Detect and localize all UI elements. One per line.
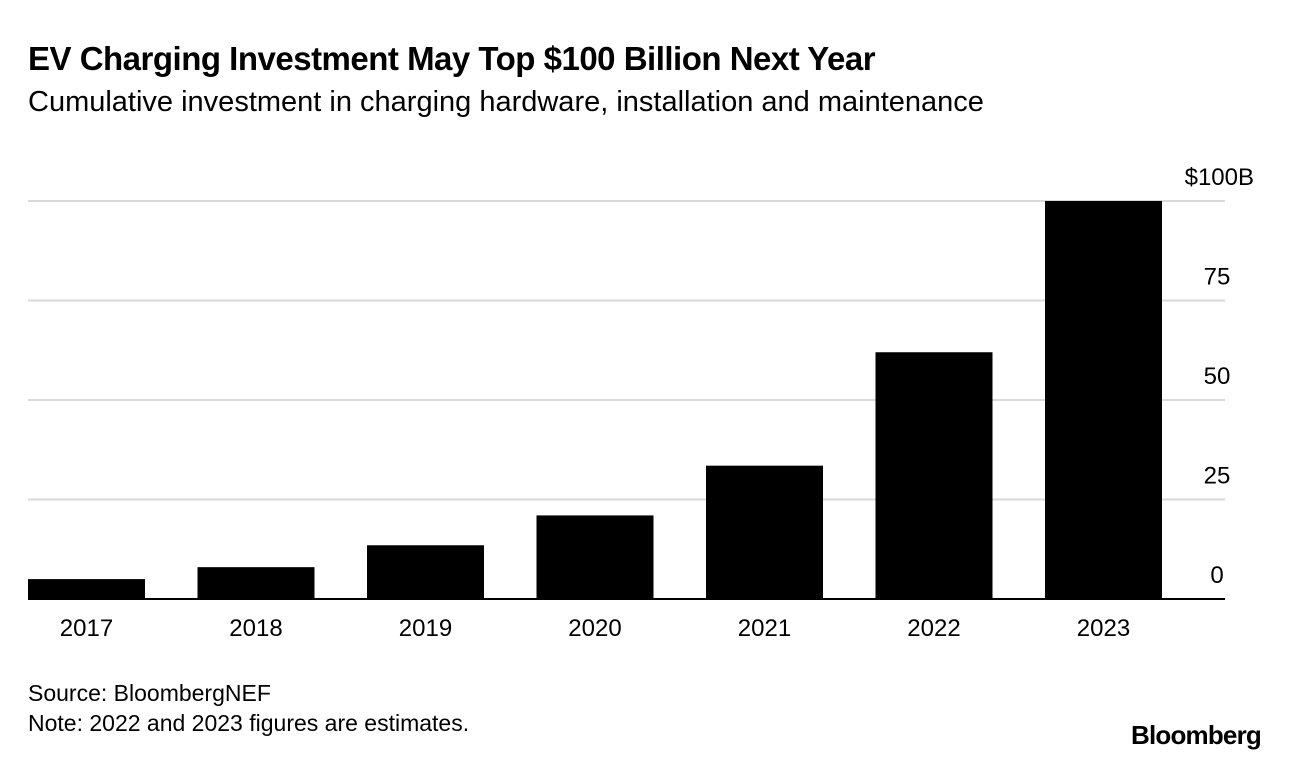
x-tick-label: 2018 xyxy=(229,615,282,642)
y-tick-label: 75 xyxy=(1204,264,1231,291)
x-tick-label: 2022 xyxy=(907,615,960,642)
source-note: Source: BloombergNEF xyxy=(28,680,271,706)
chart-subtitle: Cumulative investment in charging hardwa… xyxy=(28,86,984,118)
gridlines xyxy=(28,200,1225,501)
bar-2022 xyxy=(875,352,993,599)
footnote: Note: 2022 and 2023 figures are estimate… xyxy=(28,710,470,736)
bar-2020 xyxy=(536,515,654,599)
y-tick-label: 50 xyxy=(1204,363,1231,390)
bar-2019 xyxy=(367,545,484,599)
bar-2018 xyxy=(197,567,315,599)
y-tick-label: 25 xyxy=(1204,463,1231,490)
bars xyxy=(28,201,1162,599)
y-tick-label: $100B xyxy=(1185,164,1254,191)
x-tick-label: 2019 xyxy=(399,615,452,642)
y-axis-ticks: 0 25 50 75 $100B xyxy=(1185,164,1254,589)
bloomberg-logo: Bloomberg xyxy=(1130,720,1262,750)
x-tick-label: 2021 xyxy=(738,615,791,642)
bar-chart: 0 25 50 75 $100B 2017 2018 2019 2020 2021 2022 202… xyxy=(28,164,1254,642)
bar-2017 xyxy=(28,579,145,599)
x-tick-label: 2020 xyxy=(568,615,621,642)
y-tick-label: 0 xyxy=(1210,562,1223,589)
bar-2023 xyxy=(1045,201,1162,599)
chart-title: EV Charging Investment May Top $100 Bill… xyxy=(28,40,876,77)
x-axis-ticks: 2017 2018 2019 2020 2021 2022 2023 xyxy=(60,615,1130,642)
bar-2021 xyxy=(706,465,823,599)
x-tick-label: 2023 xyxy=(1077,615,1130,642)
x-tick-label: 2017 xyxy=(60,615,113,642)
